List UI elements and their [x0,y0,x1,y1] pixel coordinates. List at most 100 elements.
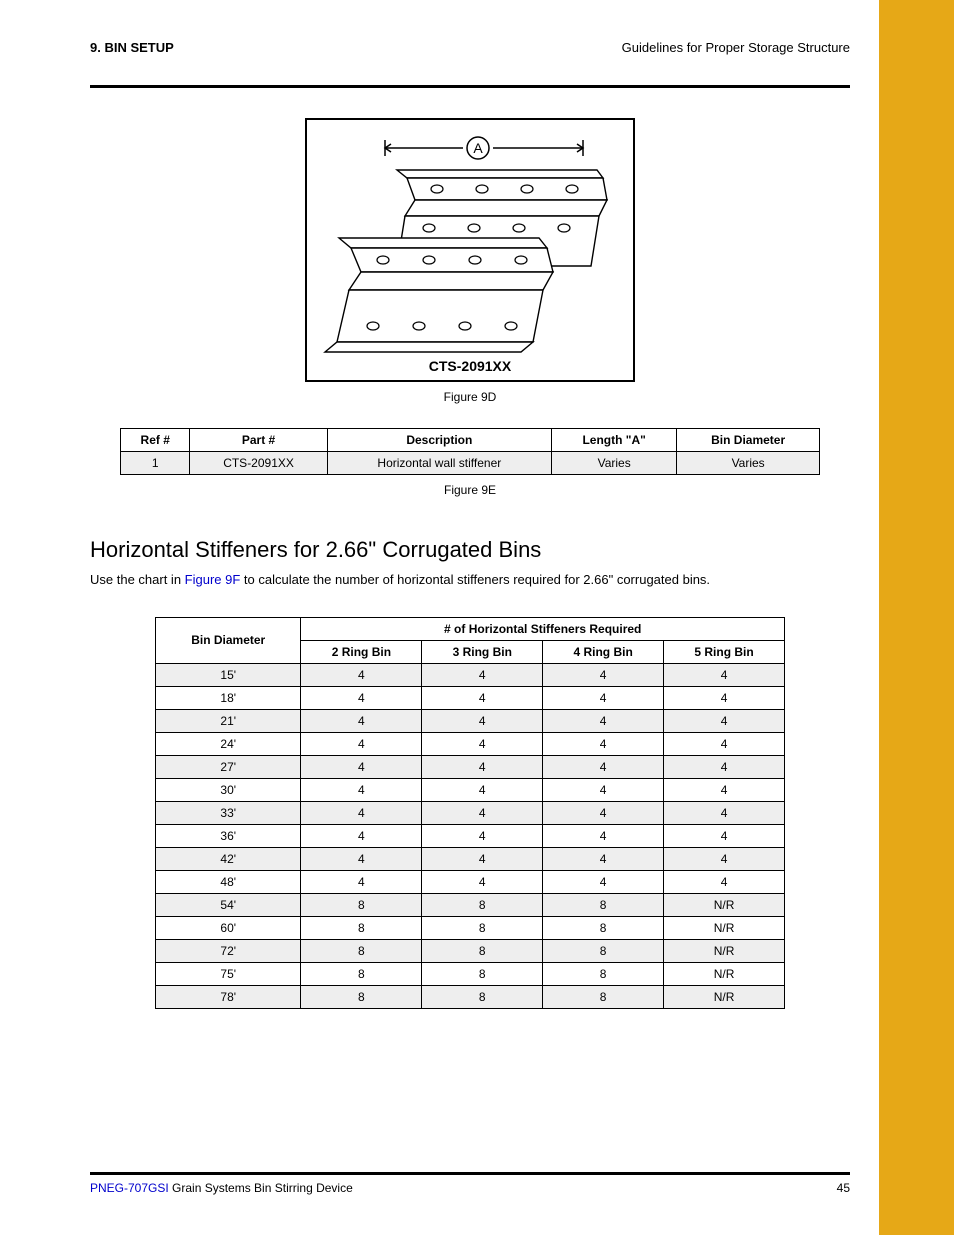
table-cell: 8 [543,939,664,962]
table-row-label: 60' [156,916,301,939]
table2-subheader: 5 Ring Bin [664,640,785,663]
table-cell: 4 [422,801,543,824]
table-row: 78'888N/R [156,985,785,1008]
table-row: 18'4444 [156,686,785,709]
table-cell: 8 [301,893,422,916]
table2-subheader: 2 Ring Bin [301,640,422,663]
top-divider [90,85,850,88]
section-body-suffix: to calculate the number of horizontal st… [240,572,710,587]
section-body: Use the chart in Figure 9F to calculate … [90,571,850,589]
section-body-prefix: Use the chart in [90,572,185,587]
table-cell: 4 [664,709,785,732]
table-row-label: 48' [156,870,301,893]
bracket-illustration: A [307,120,633,380]
table-cell: 4 [301,801,422,824]
table-cell: 4 [543,801,664,824]
table-cell: 8 [301,916,422,939]
parts-table-col: Length "A" [552,429,677,452]
table-cell: 4 [422,732,543,755]
table-cell: 8 [422,939,543,962]
table-cell: 4 [301,755,422,778]
table-cell: 4 [664,686,785,709]
table-cell: 4 [422,686,543,709]
table-row: 60'888N/R [156,916,785,939]
table-cell: 4 [543,778,664,801]
table-cell: 8 [422,962,543,985]
table-cell: N/R [664,893,785,916]
table2-subheader: 4 Ring Bin [543,640,664,663]
table-cell: 4 [422,663,543,686]
table-cell: 8 [422,985,543,1008]
figure-caption: Figure 9D [90,390,850,404]
table-cell: N/R [664,939,785,962]
table2-rowheader: Bin Diameter [156,617,301,663]
table-row: 54'888N/R [156,893,785,916]
table-cell: 4 [664,847,785,870]
table-row: 48'4444 [156,870,785,893]
table-cell: 4 [664,663,785,686]
table-cell: 4 [422,824,543,847]
dim-label: A [473,140,483,156]
table-cell: 8 [301,962,422,985]
table-row-label: 36' [156,824,301,847]
table-cell: Varies [552,452,677,475]
table-row-label: 27' [156,755,301,778]
table-cell: 4 [422,870,543,893]
table-cell: 4 [664,732,785,755]
table-row-label: 33' [156,801,301,824]
page-header: 9. BIN SETUP Guidelines for Proper Stora… [90,40,850,55]
figure-9f-link[interactable]: Figure 9F [185,572,241,587]
table-cell: 8 [543,985,664,1008]
table-cell: 4 [301,686,422,709]
figure-part-number: CTS-2091XX [307,358,633,374]
stiffener-chart: Bin Diameter # of Horizontal Stiffeners … [155,617,785,1009]
table-cell: 4 [422,847,543,870]
table-cell: N/R [664,916,785,939]
table-row-label: 75' [156,962,301,985]
table-cell: N/R [664,962,785,985]
table-row-label: 18' [156,686,301,709]
table-cell: 4 [301,870,422,893]
parts-table-col: Bin Diameter [677,429,820,452]
table-row: 42'4444 [156,847,785,870]
footer-doc-id: PNEG-707GSI [90,1181,172,1195]
table-cell: Horizontal wall stiffener [327,452,551,475]
table-cell: 4 [664,755,785,778]
table-cell: 4 [422,709,543,732]
content-area: 9. BIN SETUP Guidelines for Proper Stora… [90,40,850,1009]
table-cell: 4 [543,732,664,755]
table-cell: 4 [664,801,785,824]
table-row: 75'888N/R [156,962,785,985]
table-cell: 8 [301,985,422,1008]
table-cell: 4 [301,663,422,686]
table-row: 33'4444 [156,801,785,824]
table-row: 30'4444 [156,778,785,801]
parts-table-header-row: Ref #Part #DescriptionLength "A"Bin Diam… [121,429,820,452]
table2-groupheader: # of Horizontal Stiffeners Required [301,617,785,640]
table-row-label: 30' [156,778,301,801]
table-cell: Varies [677,452,820,475]
table-cell: 4 [543,709,664,732]
table-cell: 4 [543,870,664,893]
footer-page-number: 45 [837,1181,850,1195]
table-cell: N/R [664,985,785,1008]
table-row-label: 21' [156,709,301,732]
table-cell: 1 [121,452,190,475]
chapter-label: 9. BIN SETUP [90,40,174,55]
table-cell: 4 [543,847,664,870]
table-cell: CTS-2091XX [190,452,327,475]
table-cell: 4 [301,778,422,801]
table-row: 1CTS-2091XXHorizontal wall stiffenerVari… [121,452,820,475]
figure-9d: A [305,118,635,382]
parts-table-col: Part # [190,429,327,452]
table-cell: 4 [543,663,664,686]
table-row: 24'4444 [156,732,785,755]
table-row-label: 42' [156,847,301,870]
table-row-label: 24' [156,732,301,755]
table1-caption: Figure 9E [90,483,850,497]
table-row: 15'4444 [156,663,785,686]
table-row-label: 54' [156,893,301,916]
table-cell: 4 [422,778,543,801]
table-cell: 4 [301,824,422,847]
table-cell: 4 [301,847,422,870]
